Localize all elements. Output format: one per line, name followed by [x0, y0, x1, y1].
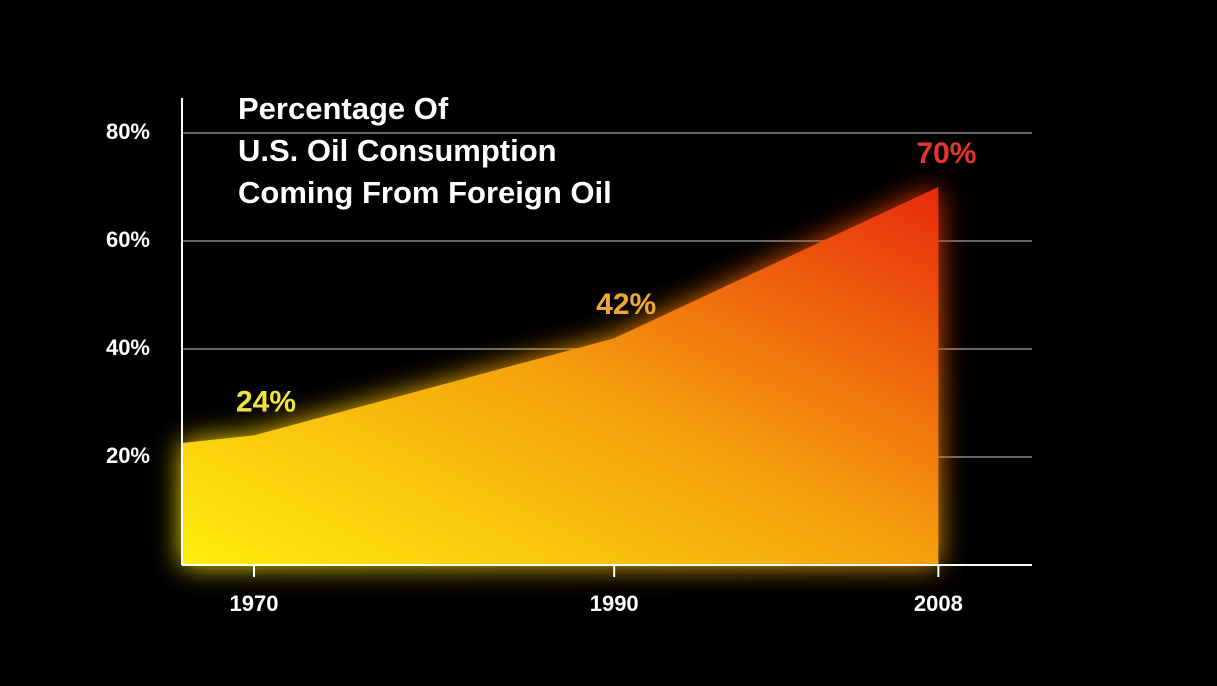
x-tick-label: 2008 [914, 591, 963, 616]
area [182, 187, 939, 565]
x-tick-label: 1990 [590, 591, 639, 616]
y-tick-label: 20% [106, 443, 150, 468]
value-label: 42% [596, 288, 656, 321]
title-line: U.S. Oil Consumption [238, 133, 557, 168]
title-line: Coming From Foreign Oil [238, 175, 612, 210]
y-tick-label: 60% [106, 227, 150, 252]
value-label: 70% [916, 137, 976, 170]
y-tick-label: 40% [106, 335, 150, 360]
value-label: 24% [236, 385, 296, 418]
y-tick-label: 80% [106, 119, 150, 144]
chart-title: Percentage Of U.S. Oil Consumption Coming … [238, 91, 612, 210]
title-line: Percentage Of [238, 91, 449, 126]
x-tick-label: 1970 [230, 591, 279, 616]
